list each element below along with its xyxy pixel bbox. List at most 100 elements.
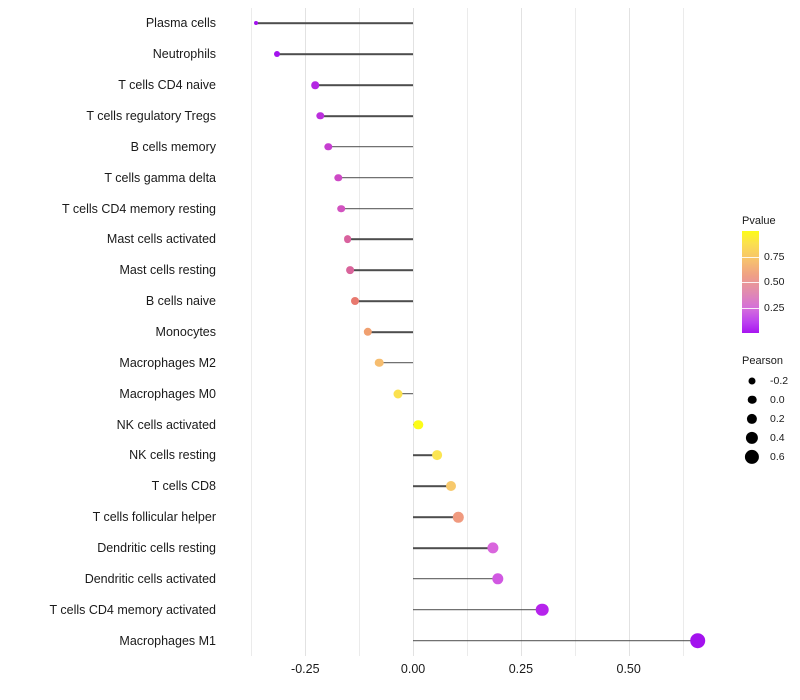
size-legend-row: 0.2 (742, 409, 800, 428)
data-point[interactable] (453, 511, 464, 523)
y-axis-tick-label: Plasma cells (145, 16, 216, 31)
y-axis-tick-label: B cells memory (130, 139, 216, 154)
size-legend-dot (744, 449, 760, 464)
colorbar-tick-label: 0.25 (764, 301, 785, 314)
lollipop-stem (255, 22, 414, 25)
lollipop-stem (320, 115, 414, 117)
y-axis-tick-label: T cells CD8 (151, 479, 216, 494)
x-axis-tick-label: 0.50 (616, 662, 641, 676)
lollipop-stem (347, 238, 414, 241)
lollipop-stem (413, 516, 459, 518)
data-point[interactable] (431, 450, 442, 461)
data-point[interactable] (374, 358, 384, 368)
colorbar-tick (742, 256, 759, 258)
size-legend-dot (747, 395, 757, 404)
y-axis-tick-label: NK cells resting (129, 448, 216, 463)
size-legend-dot (748, 377, 756, 384)
data-point[interactable] (413, 419, 423, 430)
colorbar-tick-label: 0.50 (764, 276, 785, 288)
data-point[interactable] (345, 266, 354, 275)
gridline-minor (574, 8, 576, 656)
colorbar-tick-label: 0.75 (764, 250, 785, 263)
y-axis-tick-label: Mast cells resting (119, 263, 216, 278)
data-point[interactable] (273, 51, 280, 58)
size-legend-dot (746, 413, 758, 424)
size-legend: Pearson -0.2 0.0 0.2 0.4 0.6 (742, 355, 800, 466)
y-axis-tick-label: Macrophages M1 (119, 633, 216, 648)
data-point[interactable] (351, 297, 360, 306)
gridline-major (628, 8, 630, 656)
size-legend-row: 0.4 (742, 428, 800, 447)
lollipop-stem (349, 269, 414, 272)
gridline-minor (359, 8, 361, 656)
data-point[interactable] (492, 573, 504, 585)
size-legend-label: 0.0 (770, 393, 785, 406)
gridline-major (305, 8, 307, 656)
size-legend-dot (745, 431, 759, 444)
data-point[interactable] (487, 542, 499, 554)
gridline-minor (682, 8, 684, 656)
data-point[interactable] (536, 603, 549, 616)
data-point[interactable] (324, 143, 332, 151)
y-axis-tick-label: T cells CD4 memory resting (62, 201, 216, 216)
gridline-major (520, 8, 522, 656)
data-point[interactable] (337, 204, 345, 213)
x-axis: -0.25 0.00 0.25 0.50 (232, 656, 730, 686)
gridline-major (413, 8, 415, 656)
size-legend-row: 0.6 (742, 447, 800, 466)
size-legend-label: 0.4 (770, 431, 785, 444)
plot-panel (232, 8, 730, 656)
gridline-minor (251, 8, 253, 656)
x-axis-tick-label: -0.25 (291, 662, 320, 676)
lollipop-stem (413, 639, 698, 642)
data-point[interactable] (316, 112, 325, 120)
data-point[interactable] (253, 21, 258, 26)
y-axis-tick-label: NK cells activated (116, 417, 216, 432)
y-axis-tick-label: T cells regulatory Tregs (86, 108, 216, 123)
lollipop-stem (355, 300, 414, 302)
y-axis-tick-label: Mast cells activated (106, 232, 216, 247)
lollipop-stem (328, 146, 414, 148)
y-axis-tick-label: Macrophages M2 (119, 355, 216, 370)
lollipop-stem (338, 176, 414, 179)
data-point[interactable] (311, 81, 319, 89)
data-point[interactable] (393, 389, 403, 399)
y-axis-tick-label: Neutrophils (152, 47, 216, 62)
x-axis-tick-label: 0.00 (400, 662, 426, 676)
y-axis-labels: Plasma cells Neutrophils T cells CD4 naive… (0, 8, 224, 656)
lollipop-stem (341, 207, 414, 210)
data-point[interactable] (445, 481, 456, 492)
colorbar-tick (742, 307, 759, 309)
lollipop-stem (413, 454, 437, 457)
lollipop-stem (413, 485, 451, 488)
y-axis-tick-label: T cells follicular helper (92, 509, 216, 524)
lollipop-stem (413, 578, 499, 580)
size-legend-label: -0.2 (770, 374, 789, 387)
data-point[interactable] (334, 174, 343, 182)
color-legend: 0.75 0.50 0.25 (742, 231, 796, 333)
y-axis-tick-label: T cells CD4 naive (118, 77, 216, 92)
y-axis-tick-label: Monocytes (155, 324, 216, 339)
legend-container: Pvalue 0.75 0.50 0.25 Pearson -0.2 0.0 0.2 0.… (742, 215, 800, 466)
data-point[interactable] (363, 327, 373, 337)
y-axis-tick-label: Dendritic cells activated (84, 571, 216, 586)
gridline-minor (466, 8, 468, 656)
size-legend-row: -0.2 (742, 371, 800, 390)
y-axis-tick-label: T cells gamma delta (104, 170, 216, 185)
data-point[interactable] (689, 632, 706, 649)
lollipop-stem (315, 84, 414, 86)
color-legend-title: Pvalue (742, 215, 776, 227)
y-axis-tick-label: T cells CD4 memory activated (49, 602, 217, 617)
size-legend-row: 0.0 (742, 390, 800, 409)
lollipop-stem (413, 547, 494, 549)
lollipop-stem (367, 331, 414, 333)
y-axis-tick-label: Dendritic cells resting (97, 540, 216, 555)
data-point[interactable] (343, 235, 352, 244)
lollipop-stem (398, 392, 414, 395)
y-axis-tick-label: Macrophages M0 (119, 386, 216, 401)
lollipop-stem (379, 362, 414, 364)
lollipop-stem (413, 608, 543, 611)
size-legend-label: 0.6 (770, 450, 785, 463)
size-legend-label: 0.2 (770, 412, 785, 425)
